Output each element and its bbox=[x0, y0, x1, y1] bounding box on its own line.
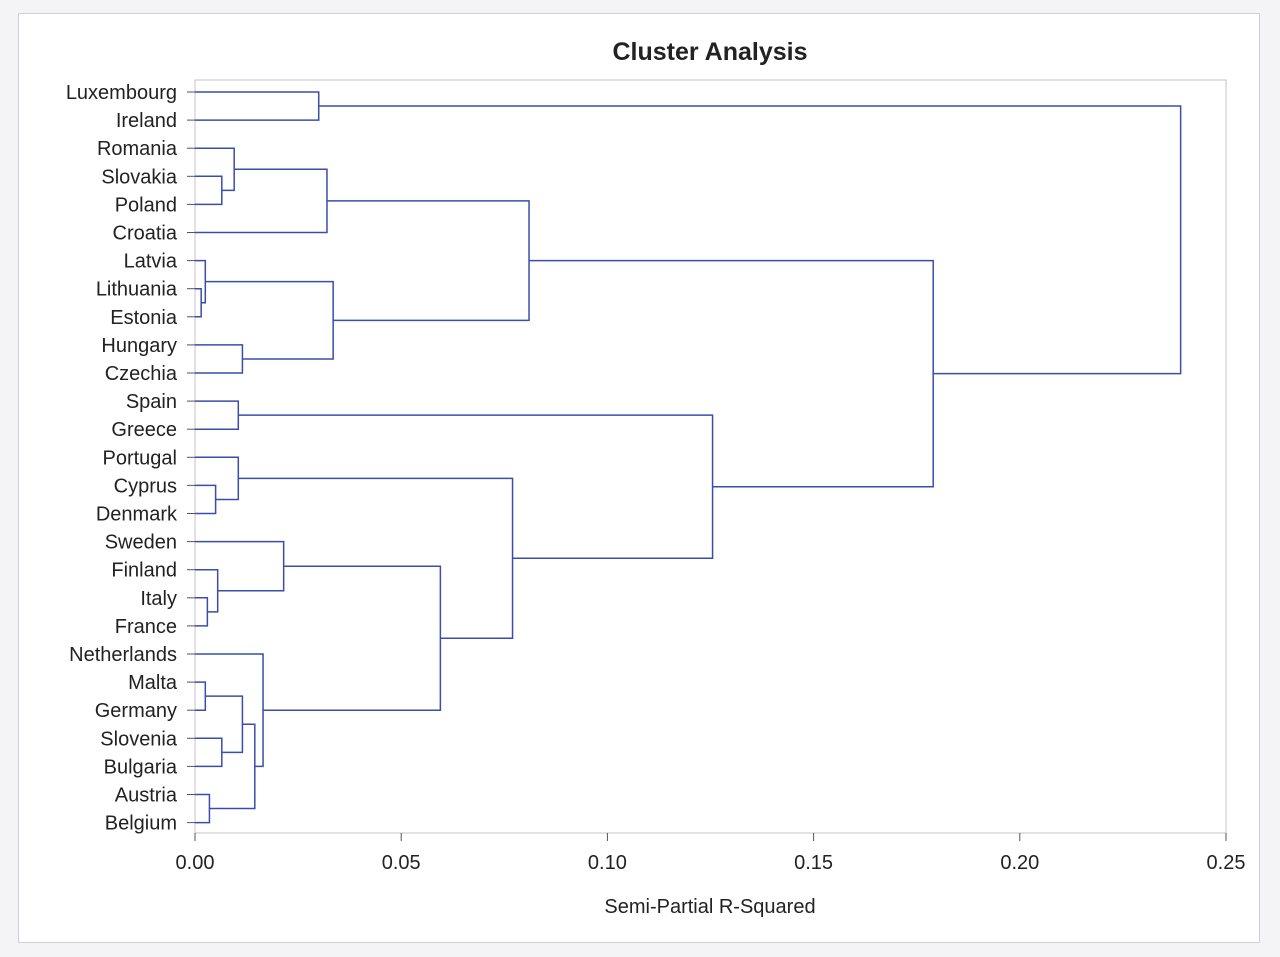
leaf-label-hungary: Hungary bbox=[101, 335, 177, 357]
merge-link-c11 bbox=[195, 400, 240, 430]
merge-link-c5 bbox=[195, 793, 211, 824]
x-tick-label: 0.15 bbox=[794, 852, 833, 874]
chart-frame: Cluster Analysis Luxembourg Ireland Romani… bbox=[18, 13, 1260, 943]
merge-link-c8 bbox=[195, 175, 223, 206]
leaf-label-germany: Germany bbox=[95, 700, 177, 722]
leaf-label-estonia: Estonia bbox=[110, 307, 178, 329]
leaf-label-latvia: Latvia bbox=[124, 251, 178, 273]
merge-link-c9 bbox=[195, 737, 223, 768]
leaf-label-poland: Poland bbox=[115, 194, 177, 216]
merge-link-c2 bbox=[195, 259, 207, 304]
leaf-label-luxembourg: Luxembourg bbox=[66, 82, 177, 104]
leaf-label-france: France bbox=[115, 616, 177, 638]
dendrogram-links bbox=[195, 91, 1182, 824]
leaf-label-denmark: Denmark bbox=[96, 504, 178, 526]
merge-link-c24 bbox=[238, 414, 714, 560]
merge-link-c19 bbox=[195, 168, 328, 234]
leaf-label-ireland: Ireland bbox=[116, 110, 177, 132]
leaf-label-belgium: Belgium bbox=[105, 813, 177, 835]
x-tick-label: 0.20 bbox=[1000, 852, 1039, 874]
merge-link-c20 bbox=[205, 280, 334, 360]
leaf-ticks bbox=[187, 91, 195, 824]
leaf-label-spain: Spain bbox=[126, 391, 177, 413]
merge-link-c12 bbox=[195, 456, 240, 501]
x-axis-label: Semi-Partial R-Squared bbox=[604, 896, 815, 918]
leaf-label-greece: Greece bbox=[111, 419, 177, 441]
leaf-label-romania: Romania bbox=[97, 138, 178, 160]
leaf-label-malta: Malta bbox=[128, 672, 178, 694]
merge-link-c14 bbox=[205, 695, 244, 754]
leaf-label-lithuania: Lithuania bbox=[96, 279, 178, 301]
plot-area bbox=[194, 79, 1227, 834]
x-tick-label: 0.10 bbox=[588, 852, 627, 874]
x-axis: 0.00 0.05 0.10 0.15 0.20 0.25 bbox=[176, 833, 1246, 874]
merge-link-c18 bbox=[195, 91, 320, 121]
leaf-label-austria: Austria bbox=[115, 785, 178, 807]
leaf-label-czechia: Czechia bbox=[105, 363, 178, 385]
merge-link-c4 bbox=[195, 597, 209, 627]
leaf-label-netherlands: Netherlands bbox=[69, 644, 177, 666]
chart-title: Cluster Analysis bbox=[613, 38, 808, 66]
merge-link-c21 bbox=[263, 565, 442, 711]
leaf-label-finland: Finland bbox=[111, 560, 177, 582]
merge-link-c6 bbox=[195, 484, 217, 515]
merge-link-c1 bbox=[195, 287, 202, 318]
merge-link-c25 bbox=[529, 259, 934, 488]
merge-link-c22 bbox=[238, 477, 514, 639]
leaf-labels: Luxembourg Ireland Romania Slovakia Poland Cr… bbox=[66, 82, 178, 835]
leaf-label-bulgaria: Bulgaria bbox=[104, 756, 178, 778]
x-tick-label: 0.00 bbox=[176, 852, 215, 874]
merge-link-c17 bbox=[195, 540, 285, 592]
leaf-label-italy: Italy bbox=[140, 588, 177, 610]
leaf-label-slovakia: Slovakia bbox=[101, 166, 177, 188]
leaf-label-slovenia: Slovenia bbox=[100, 728, 178, 750]
leaf-label-portugal: Portugal bbox=[103, 447, 178, 469]
dendrogram-chart: Cluster Analysis Luxembourg Ireland Romani… bbox=[66, 38, 1246, 918]
leaf-label-cyprus: Cyprus bbox=[114, 475, 177, 497]
merge-link-c23 bbox=[326, 200, 530, 322]
merge-link-c10 bbox=[195, 147, 235, 192]
merge-link-c7 bbox=[195, 568, 219, 613]
leaf-label-sweden: Sweden bbox=[105, 532, 177, 554]
x-tick-label: 0.05 bbox=[382, 852, 421, 874]
x-tick-label: 0.25 bbox=[1207, 852, 1246, 874]
merge-link-c13 bbox=[195, 344, 244, 374]
merge-link-c26 bbox=[318, 105, 1182, 375]
merge-link-c3 bbox=[195, 681, 207, 711]
leaf-label-croatia: Croatia bbox=[113, 223, 178, 245]
merge-link-c16 bbox=[195, 653, 264, 768]
